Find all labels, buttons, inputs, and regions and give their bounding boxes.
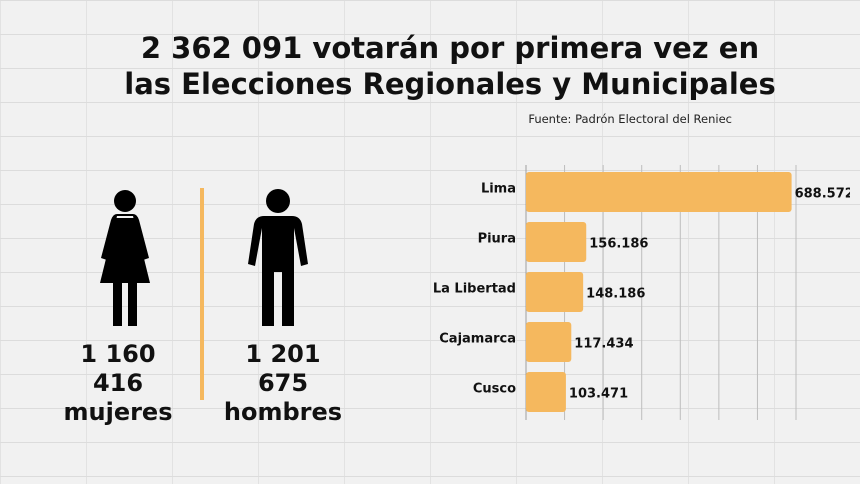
value-label: 688.572 [795,187,850,202]
category-label: Lima [481,182,516,197]
region-bar-chart: Lima 688.572 Piura 156.186 La Libertad 148.18… [433,165,850,420]
category-label: Cajamarca [439,332,516,347]
women-count: 1 160 416 [80,340,156,397]
value-label: 103.471 [569,387,628,402]
women-stat: 1 160 416 mujeres [58,340,178,427]
value-label: 148.186 [586,287,645,302]
woman-icon [100,190,150,326]
value-label: 117.434 [574,337,633,352]
value-label: 156.186 [589,237,648,252]
bar [526,172,792,212]
title-line-1: 2 362 091 votarán por primera vez en [140,31,760,65]
title-line-2: las Elecciones Regionales y Municipales [124,67,776,101]
source-note: Fuente: Padrón Electoral del Reniec [528,112,732,126]
category-label: Cusco [473,382,516,397]
men-label: hombres [223,398,343,426]
men-stat: 1 201 675 hombres [218,340,348,427]
gender-divider [200,188,204,400]
bar [526,322,572,362]
page-title: 2 362 091 votarán por primera vez en las… [0,30,860,102]
women-label: mujeres [63,398,173,426]
men-count: 1 201 675 [245,340,321,397]
category-label: La Libertad [433,282,516,297]
bar [526,272,584,312]
bar [526,222,587,262]
bar [526,372,566,412]
category-label: Piura [478,232,516,247]
man-icon [248,189,308,326]
